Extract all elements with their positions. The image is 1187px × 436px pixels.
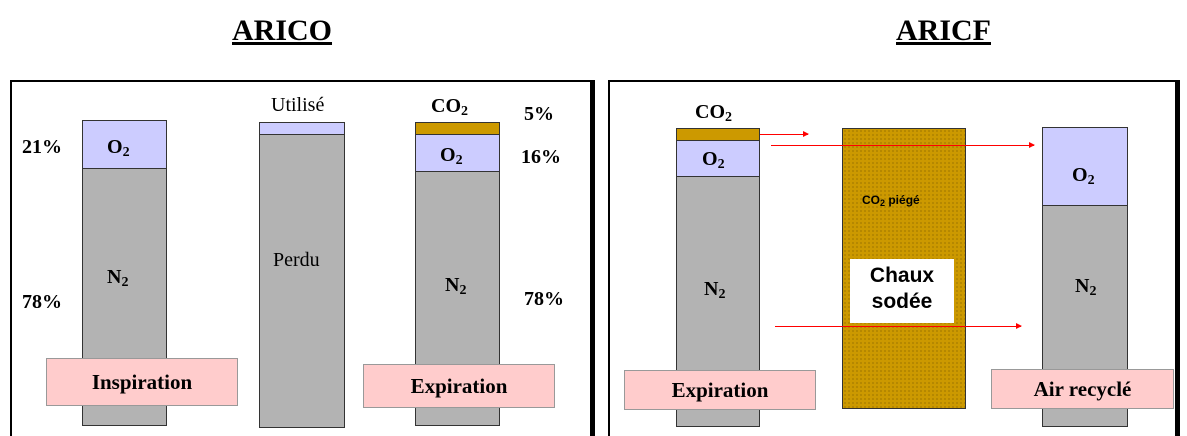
title-arico: ARICO <box>232 14 333 47</box>
pct-o2-expired: 16% <box>521 146 561 168</box>
co2-trapped-label: CO2 piégé <box>862 193 920 208</box>
n2-label: N2 <box>1075 275 1097 299</box>
pct-co2-expired: 5% <box>524 103 554 125</box>
co2-flow-arrow <box>760 131 809 137</box>
o2-label: O2 <box>1072 164 1095 188</box>
pct-n2-expired: 78% <box>524 288 564 310</box>
o2-label: O2 <box>702 148 725 172</box>
co2-segment <box>416 123 499 135</box>
o2-segment <box>83 121 166 169</box>
co2-label: CO2 <box>431 95 468 119</box>
n2-label: N2 <box>107 266 129 290</box>
o2-segment <box>1043 128 1127 206</box>
o2-label: O2 <box>107 136 130 160</box>
expiration-box: Expiration <box>363 364 555 408</box>
pct-n2-inspired: 78% <box>22 291 62 313</box>
title-aricf: ARICF <box>896 14 991 47</box>
o2-segment <box>677 141 759 177</box>
co2-segment <box>677 129 759 141</box>
n2-flow-arrow <box>775 323 1022 329</box>
n2-label: N2 <box>704 278 726 302</box>
aricf-frame <box>608 80 1177 436</box>
pct-o2-inspired: 21% <box>22 136 62 158</box>
expiration-box: Expiration <box>624 370 816 410</box>
soda-lime-label: Chaux sodée <box>850 259 954 323</box>
used-label: Utilisé <box>271 94 325 116</box>
o2-segment <box>416 135 499 172</box>
used-segment <box>260 123 344 135</box>
recycled-air-box: Air recyclé <box>991 369 1174 409</box>
co2-label: CO2 <box>695 101 732 125</box>
o2-label: O2 <box>440 144 463 168</box>
inspiration-box: Inspiration <box>46 358 238 406</box>
n2-label: N2 <box>445 274 467 298</box>
o2-flow-arrow <box>771 142 1035 148</box>
lost-label: Perdu <box>273 249 320 271</box>
arico-frame <box>10 80 592 436</box>
arico-used-lost-column <box>259 122 345 428</box>
